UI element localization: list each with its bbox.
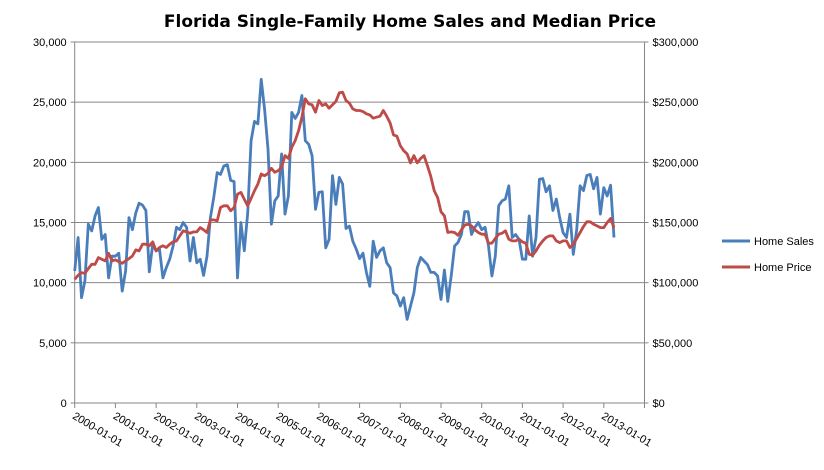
left-axis-tick-label: 25,000 (33, 97, 67, 109)
right-axis-tick-label: $0 (653, 398, 665, 410)
right-axis-tick-label: $200,000 (653, 157, 699, 169)
series-line-home-price (73, 90, 616, 281)
legend-label: Home Sales (754, 236, 814, 248)
legend: Home Sales Home Price (722, 236, 814, 274)
left-axis-tick-label: 30,000 (33, 37, 67, 49)
left-axis-tick-label: 0 (61, 398, 67, 410)
left-axis-tick-label: 5,000 (39, 338, 67, 350)
right-axis-tick-label: $300,000 (653, 37, 699, 49)
gridlines (74, 41, 645, 344)
x-axis-tick-labels: 2000-01-012001-01-012002-01-012003-01-01… (70, 410, 654, 449)
axes (70, 41, 649, 408)
right-axis-tick-label: $250,000 (653, 97, 699, 109)
left-axis-tick-label: 10,000 (33, 278, 67, 290)
chart-title: Florida Single-Family Home Sales and Med… (164, 12, 656, 32)
legend-label: Home Price (754, 262, 811, 274)
series-lines (73, 77, 616, 321)
right-axis-tick-label: $100,000 (653, 278, 699, 290)
right-axis-tick-label: $150,000 (653, 218, 699, 230)
left-axis-tick-label: 15,000 (33, 218, 67, 230)
right-axis-tick-label: $50,000 (653, 338, 693, 350)
right-axis-tick-labels: $0 $50,000 $100,000 $150,000 $200,000 $250,00… (653, 37, 699, 410)
left-axis-tick-label: 20,000 (33, 157, 67, 169)
series-line-home-sales (73, 77, 616, 321)
left-axis-tick-labels: 0 5,000 10,000 15,000 20,000 25,000 30,000 (33, 37, 67, 410)
